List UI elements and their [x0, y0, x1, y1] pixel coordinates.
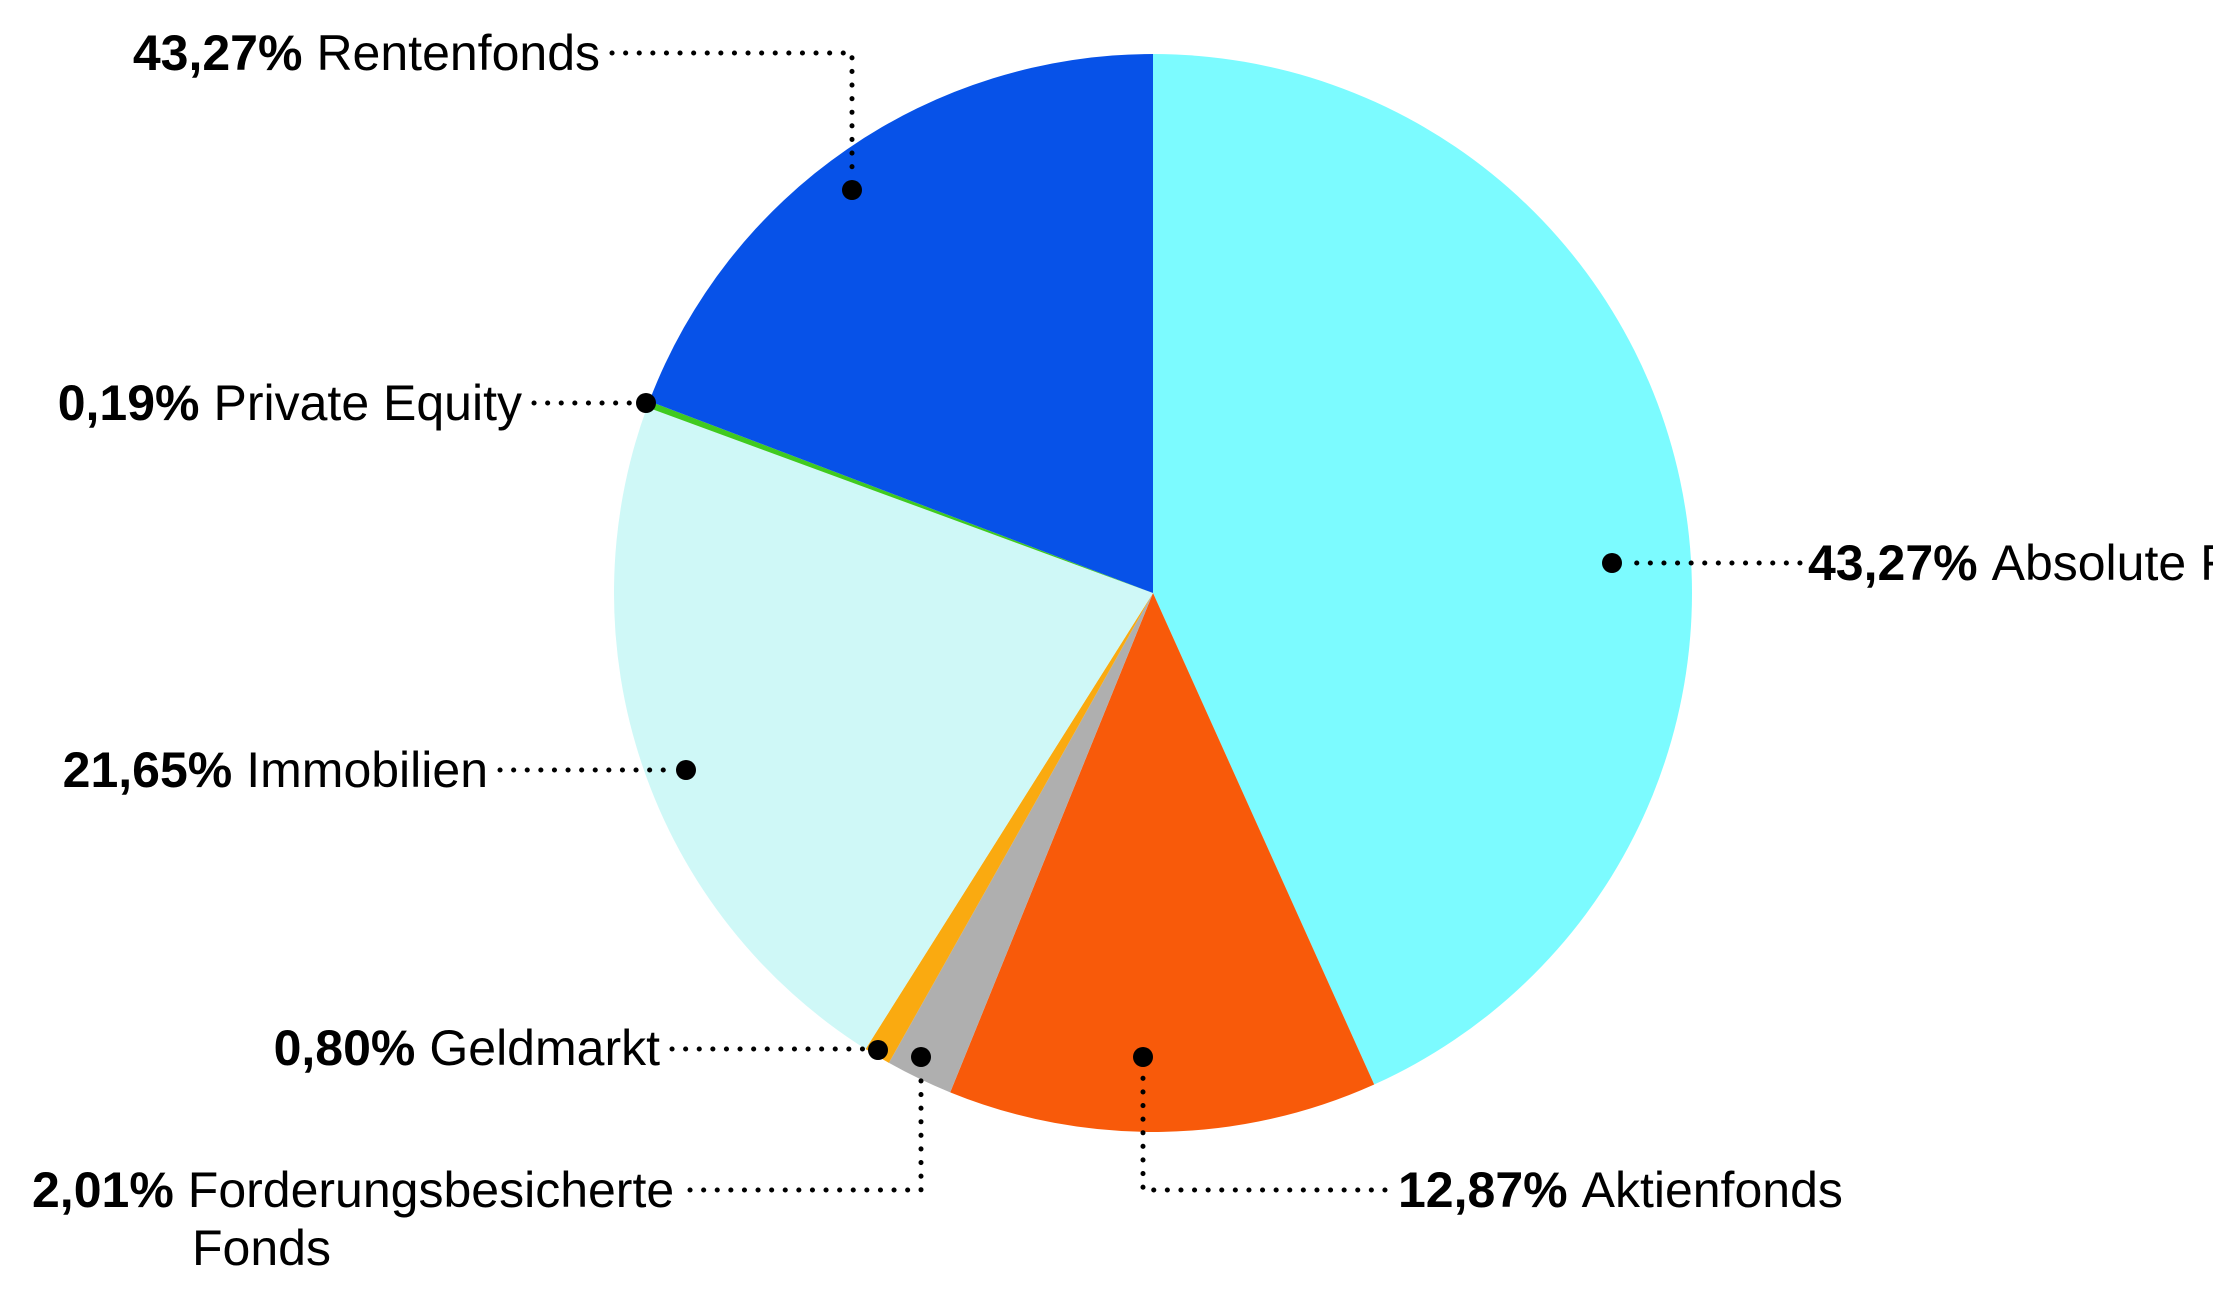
slice-percent-rentenfonds: 43,27%	[132, 25, 303, 81]
slice-label-geldmarkt: 0,80% Geldmarkt	[274, 1019, 660, 1077]
slice-name-forderungsbesicherte-fonds: Forderungsbesicherte Fonds	[187, 1162, 675, 1276]
slice-name-immobilien: Immobilien	[246, 742, 488, 798]
slice-label-aktienfonds: 12,87% Aktienfonds	[1398, 1161, 1843, 1219]
anchor-dot-aktienfonds	[1133, 1047, 1153, 1067]
slice-label-forderungsbesicherte-fonds: 2,01% Forderungsbesicherte Fonds	[32, 1161, 752, 1277]
anchor-dot-rentenfonds	[842, 180, 862, 200]
slice-percent-absolute-return: 43,27%	[1808, 535, 1978, 591]
slice-percent-aktienfonds: 12,87%	[1398, 1162, 1568, 1218]
pie-slice-geldmarkt	[865, 593, 1153, 1063]
slice-label-private-equity: 0,19% Private Equity	[58, 374, 522, 432]
slice-name-geldmarkt: Geldmarkt	[429, 1020, 660, 1076]
slice-label-absolute-return: 43,27%Absolute Return	[1808, 534, 2213, 592]
anchor-dot-private-equity	[636, 393, 656, 413]
anchor-dot-immobilien	[676, 760, 696, 780]
anchor-dot-forderungsbesicherte-fonds	[911, 1047, 931, 1067]
leader-line-forderungsbesicherte-fonds	[687, 1070, 924, 1193]
slice-percent-forderungsbesicherte-fonds: 2,01%	[32, 1162, 174, 1218]
slice-name-absolute-return: Absolute Return	[1991, 535, 2213, 591]
slice-percent-geldmarkt: 0,80%	[273, 1020, 416, 1076]
pie-slice-absolute-return	[1153, 54, 1692, 1085]
pie-slice-immobilien	[613, 407, 1153, 1049]
anchor-dot-absolute-return	[1602, 553, 1622, 573]
slice-name-aktienfonds: Aktienfonds	[1581, 1162, 1843, 1218]
slice-name-rentenfonds: Rentenfonds	[316, 25, 600, 81]
leader-line-aktienfonds	[1140, 1070, 1388, 1193]
slice-label-immobilien: 21,65% Immobilien	[63, 741, 488, 799]
slice-name-private-equity: Private Equity	[213, 375, 522, 431]
pie-slice-rentenfonds	[649, 54, 1153, 593]
slice-label-rentenfonds: 43,27% Rentenfonds	[133, 24, 600, 82]
anchor-dot-geldmarkt	[868, 1040, 888, 1060]
pie-slice-aktienfonds	[950, 593, 1375, 1132]
pie-slice-private-equity	[647, 401, 1153, 593]
pie-slice-forderungsbesicherte-fonds	[888, 593, 1153, 1093]
slice-percent-immobilien: 21,65%	[62, 742, 233, 798]
leader-line-rentenfonds	[609, 50, 855, 178]
slice-percent-private-equity: 0,19%	[57, 375, 200, 431]
